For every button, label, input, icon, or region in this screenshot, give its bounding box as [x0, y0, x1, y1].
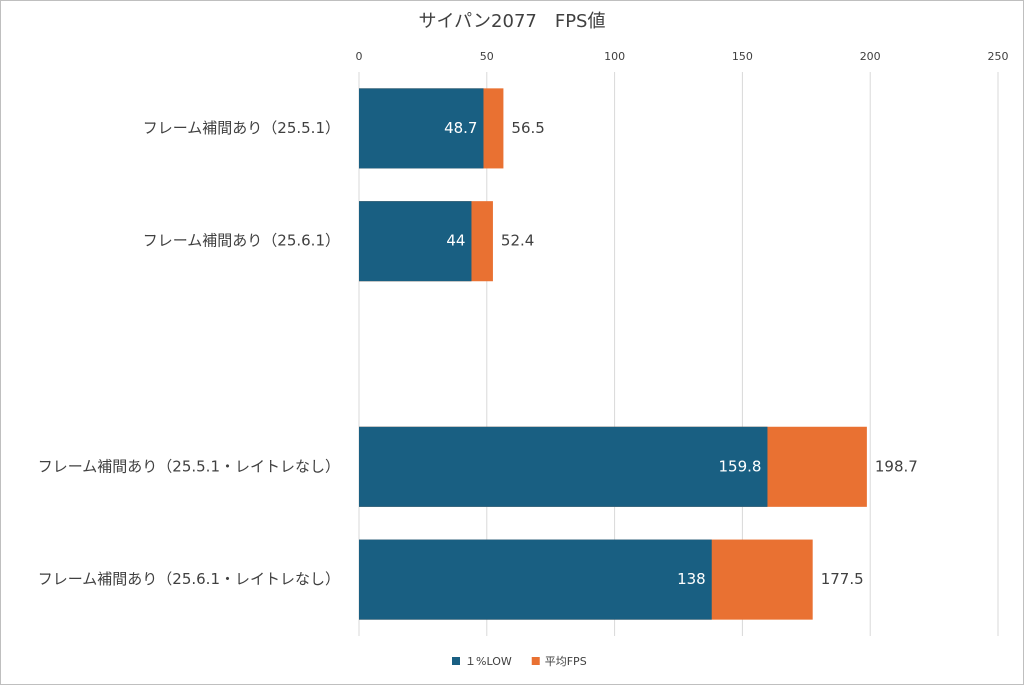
y-tick-label: フレーム補間あり（25.5.1・レイトレなし）	[38, 457, 340, 475]
data-label: 138	[677, 570, 706, 588]
bar	[359, 539, 712, 620]
data-label: 177.5	[821, 570, 864, 588]
legend-label: １%LOW	[465, 655, 512, 668]
bar	[359, 426, 768, 507]
bar	[359, 88, 484, 169]
data-label: 159.8	[718, 457, 761, 475]
bar	[359, 201, 472, 282]
x-tick-label: 150	[732, 50, 753, 63]
x-tick-label: 50	[480, 50, 494, 63]
y-tick-label: フレーム補間あり（25.6.1・レイトレなし）	[38, 570, 340, 588]
legend-label: 平均FPS	[545, 655, 587, 668]
y-tick-label: フレーム補間あり（25.5.1）	[143, 119, 340, 137]
x-tick-label: 200	[860, 50, 881, 63]
data-label: 56.5	[511, 119, 544, 137]
data-label: 48.7	[444, 119, 477, 137]
y-tick-label: フレーム補間あり（25.6.1）	[143, 232, 340, 250]
data-label: 44	[446, 232, 465, 250]
data-label: 198.7	[875, 457, 918, 475]
legend-swatch	[452, 657, 460, 665]
data-label: 52.4	[501, 232, 534, 250]
chart-title: サイパン2077 FPS値	[419, 11, 606, 32]
x-tick-label: 100	[604, 50, 625, 63]
x-tick-label: 0	[356, 50, 363, 63]
x-tick-label: 250	[988, 50, 1009, 63]
legend-swatch	[531, 657, 540, 665]
